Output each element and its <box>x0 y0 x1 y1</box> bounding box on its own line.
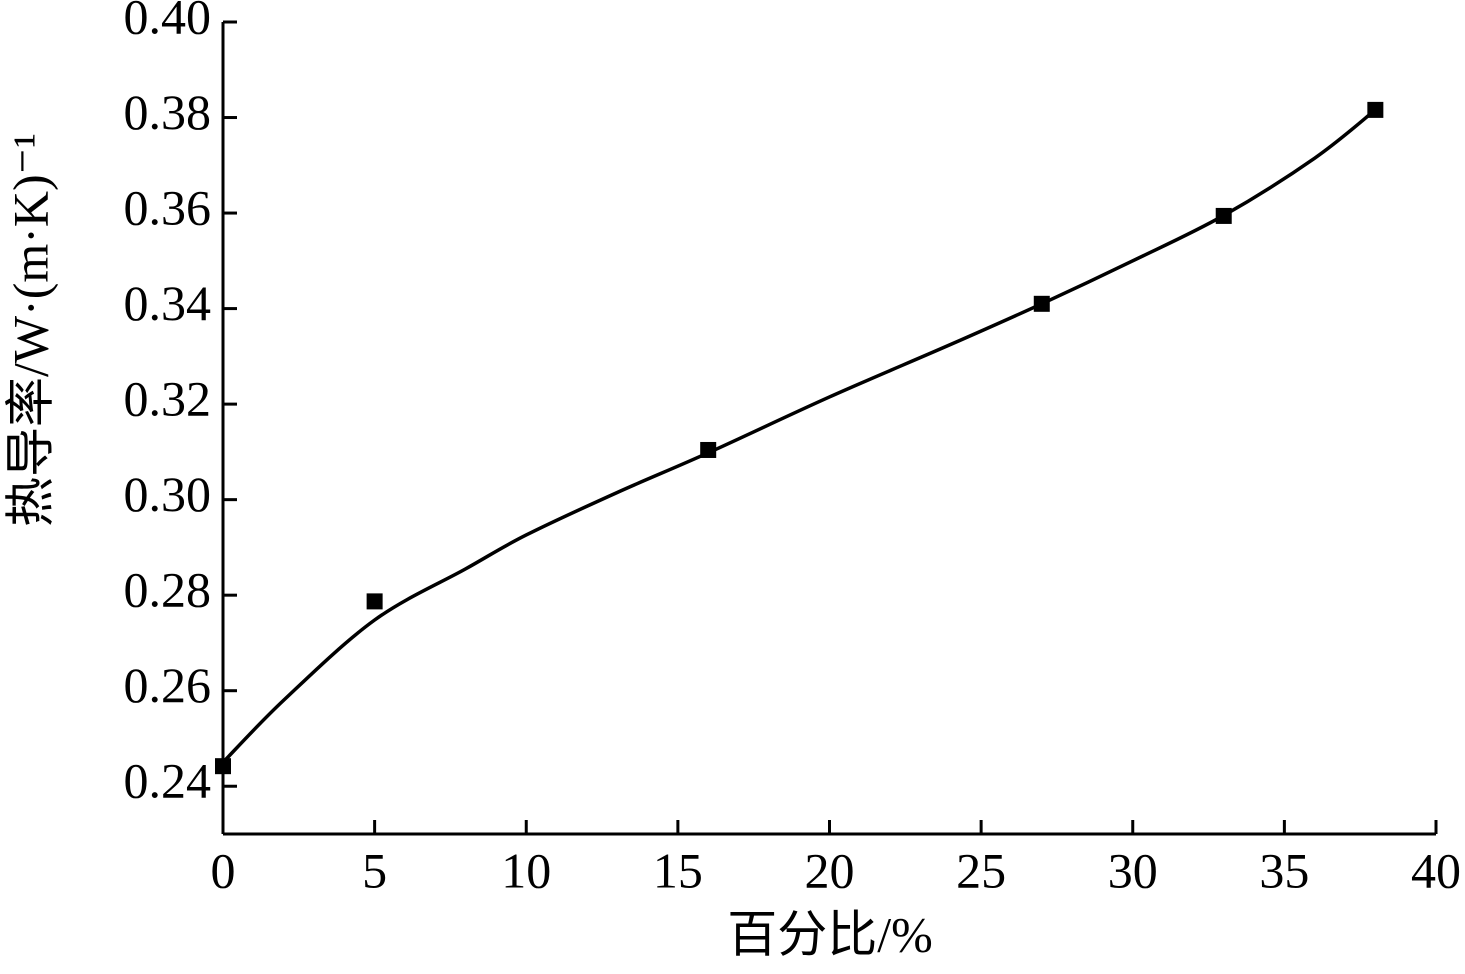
x-tick-label: 15 <box>653 842 703 898</box>
y-tick-label: 0.30 <box>124 466 212 522</box>
y-tick-label: 0.38 <box>124 84 212 140</box>
y-tick-label: 0.36 <box>124 180 212 236</box>
y-tick-label: 0.24 <box>124 753 212 809</box>
y-tick-label: 0.40 <box>124 0 212 44</box>
data-point <box>215 758 231 775</box>
x-tick-label: 10 <box>501 842 551 898</box>
data-point <box>366 593 383 610</box>
x-tick-label: 30 <box>1108 842 1158 898</box>
y-tick-label: 0.28 <box>124 562 212 618</box>
x-tick-label: 5 <box>362 842 387 898</box>
y-tick-label: 0.26 <box>124 657 212 713</box>
y-tick-label: 0.34 <box>124 275 212 331</box>
x-tick-label: 20 <box>805 842 855 898</box>
x-tick-label: 25 <box>956 842 1006 898</box>
x-axis-label: 百分比/% <box>727 906 933 962</box>
x-tick-label: 40 <box>1411 842 1461 898</box>
fit-line <box>221 108 1377 764</box>
y-tick-label: 0.32 <box>124 371 212 427</box>
y-axis-label: 热导率/W·(m·K)⁻¹ <box>2 133 58 527</box>
x-tick-label: 0 <box>211 842 236 898</box>
x-tick-label: 35 <box>1259 842 1309 898</box>
